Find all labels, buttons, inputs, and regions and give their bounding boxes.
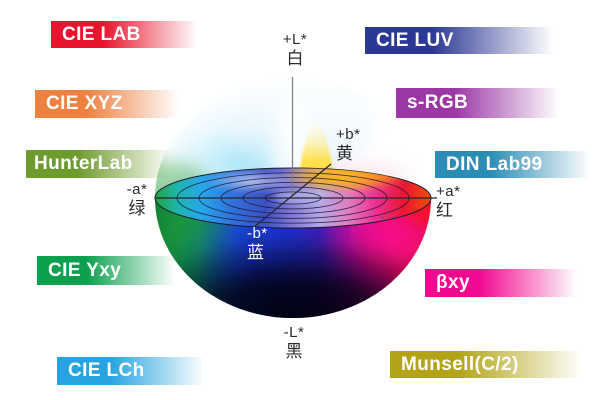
badge-label: HunterLab (34, 153, 133, 174)
badge-label: CIE XYZ (46, 93, 123, 114)
badge-label: s-RGB (407, 92, 469, 113)
axis-label-l-positive: +L* 白 (277, 32, 313, 68)
axis-label-b-negative: -b* 蓝 (247, 226, 283, 262)
badge-din-lab99: DIN Lab99 (435, 151, 597, 178)
badge-cie-yxy: CIE Yxy (37, 256, 181, 285)
axis-symbol: +a* (436, 183, 461, 200)
badge-munsell: Munsell(C/2) (390, 351, 590, 378)
axis-symbol: -a* (126, 181, 148, 198)
badge-label: DIN Lab99 (446, 153, 543, 175)
axis-cn: 蓝 (247, 242, 264, 262)
badge-beta-xy: βxy (425, 269, 583, 297)
axis-symbol: -L* (283, 324, 305, 341)
axis-cn: 红 (436, 200, 453, 220)
b-axis-line (253, 163, 332, 228)
badge-label: βxy (436, 272, 470, 293)
axis-symbol: -b* (247, 225, 268, 242)
axis-cn: 白 (286, 48, 304, 68)
badge-label: CIE LUV (376, 29, 454, 51)
badge-label: CIE LCh (68, 360, 145, 381)
axis-cn: 黑 (285, 341, 303, 361)
axis-label-a-negative: -a* 绿 (121, 182, 153, 218)
axis-symbol: +b* (336, 126, 361, 143)
axis-label-l-negative: -L* 黑 (276, 325, 312, 361)
axis-cn: 绿 (128, 198, 146, 218)
badge-hunterlab: HunterLab (26, 150, 178, 178)
badge-cie-xyz: CIE XYZ (35, 90, 185, 118)
badge-cie-lch: CIE LCh (57, 357, 211, 385)
axis-cn: 黄 (336, 143, 353, 163)
badge-cie-luv: CIE LUV (365, 27, 561, 54)
axis-symbol: +L* (282, 31, 308, 48)
badge-label: Munsell(C/2) (401, 353, 519, 375)
axis-label-b-positive: +b* 黄 (336, 127, 372, 163)
badge-label: CIE LAB (62, 23, 141, 45)
badge-s-rgb: s-RGB (396, 88, 566, 118)
badge-label: CIE Yxy (48, 259, 122, 281)
badge-cie-lab: CIE LAB (51, 21, 203, 48)
axis-label-a-positive: +a* 红 (436, 184, 470, 220)
